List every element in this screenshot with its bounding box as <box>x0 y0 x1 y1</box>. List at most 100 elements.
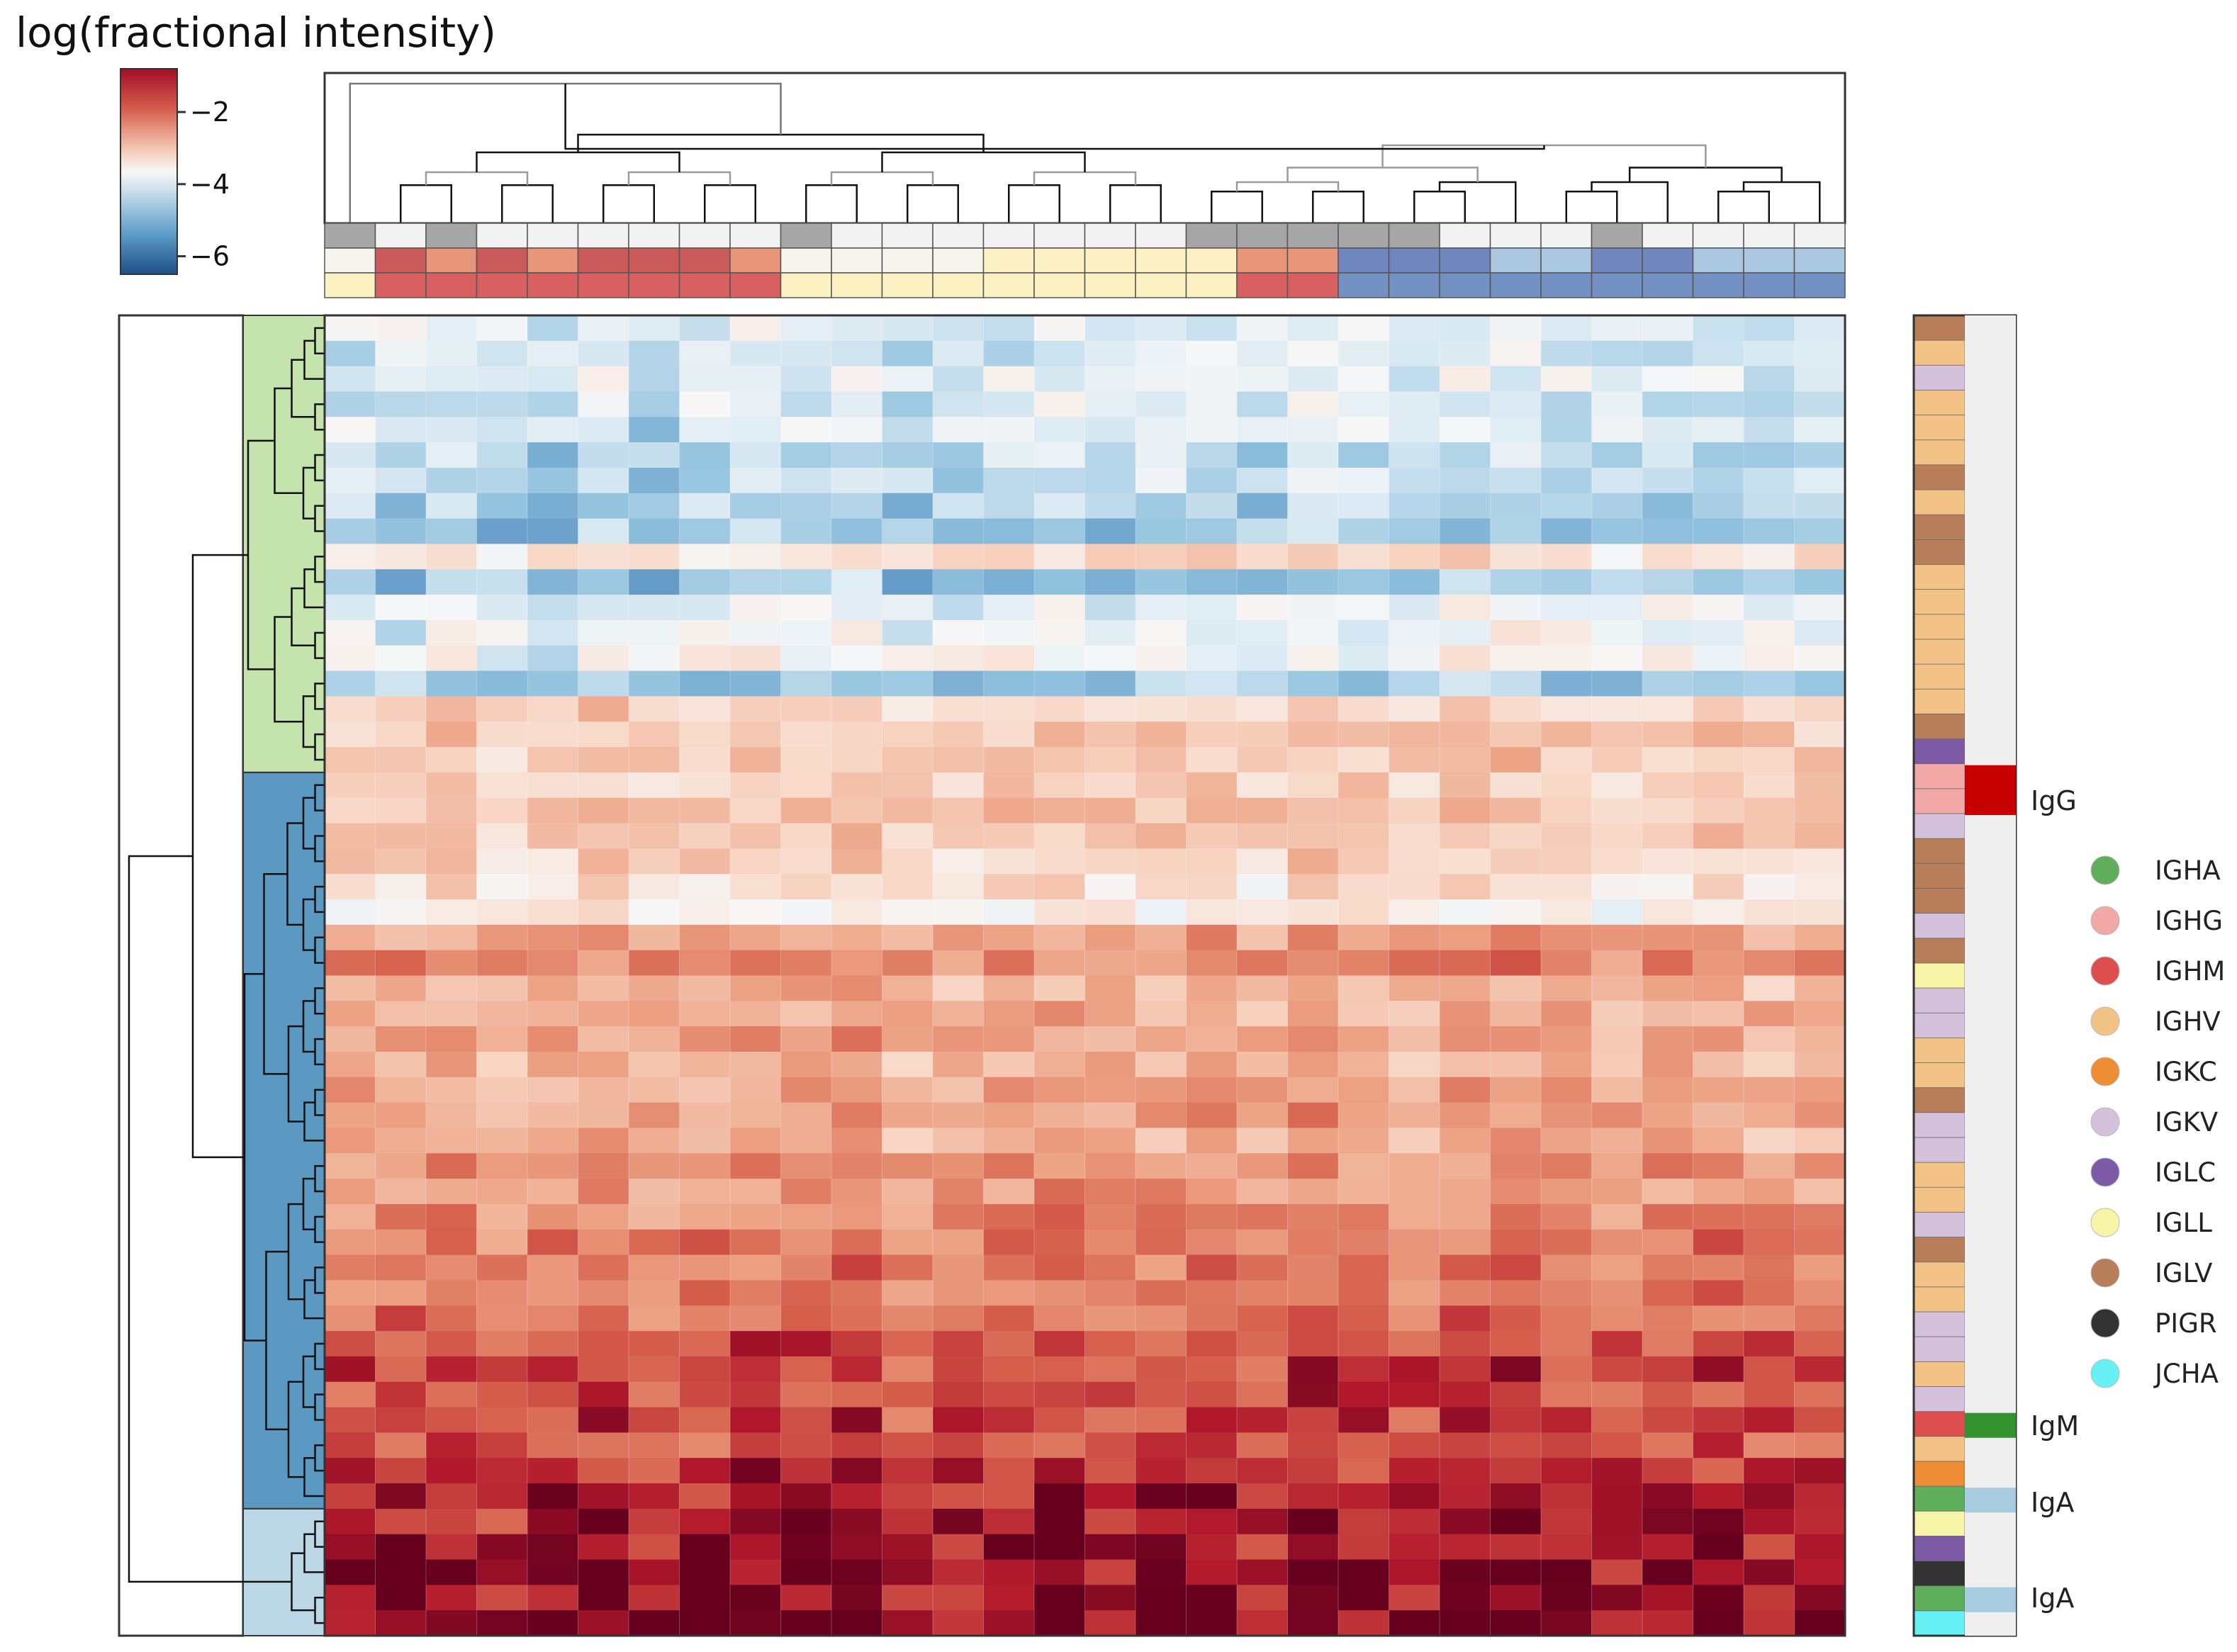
heatmap-cell <box>983 975 1035 1001</box>
column-annotation-cell <box>1286 247 1339 274</box>
heatmap-cell <box>882 848 934 875</box>
heatmap-cell <box>1642 1508 1694 1535</box>
heatmap-cell <box>780 1331 832 1357</box>
heatmap-cell <box>1136 924 1187 951</box>
heatmap-cell <box>1389 1229 1440 1256</box>
column-annotation-cell <box>1439 223 1491 249</box>
heatmap-cell <box>730 544 782 570</box>
heatmap-cell <box>1794 1483 1846 1510</box>
heatmap-cell <box>1794 1051 1846 1078</box>
heatmap-cell <box>1136 442 1187 468</box>
heatmap-cell <box>325 1381 376 1408</box>
heatmap-cell <box>1541 899 1593 926</box>
heatmap-cell <box>933 848 985 875</box>
heatmap-cell <box>1084 1458 1136 1484</box>
heatmap-cell <box>578 899 629 926</box>
heatmap-cell <box>1591 1432 1643 1459</box>
heatmap-cell <box>1136 874 1187 900</box>
heatmap-cell <box>578 569 629 595</box>
heatmap-cell <box>629 1458 680 1484</box>
heatmap-cell <box>1794 975 1846 1001</box>
heatmap-cell <box>527 442 579 468</box>
heatmap-cell <box>1034 493 1086 519</box>
heatmap-cell <box>1136 518 1187 545</box>
gene-annotation-cell <box>1913 714 1966 740</box>
heatmap-cell <box>679 366 731 393</box>
heatmap-cell <box>578 1179 629 1205</box>
dendrogram-link <box>400 184 452 223</box>
heatmap-cell <box>1186 1203 1238 1230</box>
heatmap-cell <box>1186 1254 1238 1281</box>
heatmap-cell <box>780 1051 832 1078</box>
column-annotation-cell <box>932 272 985 298</box>
column-annotation-cell <box>1642 272 1694 298</box>
heatmap-cell <box>831 1305 883 1332</box>
heatmap-cell <box>476 1585 528 1611</box>
heatmap-cell <box>1541 772 1593 799</box>
heatmap-cell <box>1490 747 1542 773</box>
heatmap-cell <box>933 924 985 951</box>
heatmap-cell <box>629 1026 680 1052</box>
heatmap-cell <box>882 975 934 1001</box>
heatmap-cell <box>1794 874 1846 900</box>
heatmap-cell <box>1389 670 1440 697</box>
heatmap-cell <box>1136 950 1187 977</box>
heatmap-cell <box>831 1432 883 1459</box>
heatmap-cell <box>1338 1128 1390 1154</box>
heatmap-cell <box>1541 366 1593 393</box>
heatmap-cell <box>1642 1051 1694 1078</box>
heatmap-cell <box>629 340 680 367</box>
heatmap-cell <box>1186 1153 1238 1179</box>
heatmap-cell <box>375 975 427 1001</box>
heatmap-cell <box>780 493 832 519</box>
column-annotation-cell <box>1338 247 1390 274</box>
heatmap-cell <box>882 518 934 545</box>
heatmap-cell <box>1338 1432 1390 1459</box>
heatmap-cell <box>1693 1585 1744 1611</box>
heatmap-cell <box>1136 1280 1187 1306</box>
gene-annotation-cell <box>1913 1336 1966 1363</box>
heatmap-cell <box>527 1001 579 1027</box>
heatmap-cell <box>831 1026 883 1052</box>
heatmap-cell <box>1034 645 1086 672</box>
heatmap-cell <box>679 1280 731 1306</box>
heatmap-cell <box>933 899 985 926</box>
heatmap-cell <box>1084 950 1136 977</box>
heatmap-cell <box>375 340 427 367</box>
heatmap-cell <box>1389 645 1440 672</box>
heatmap-cell <box>882 924 934 951</box>
heatmap-cell <box>730 924 782 951</box>
heatmap-cell <box>426 1254 478 1281</box>
heatmap-cell <box>1744 366 1795 393</box>
heatmap-cell <box>780 315 832 342</box>
heatmap-cell <box>1541 442 1593 468</box>
heatmap-cell <box>1237 950 1289 977</box>
column-annotation-cell <box>1286 272 1339 298</box>
heatmap-cell <box>1034 467 1086 494</box>
heatmap-cell <box>1186 924 1238 951</box>
heatmap-cell <box>679 544 731 570</box>
heatmap-cell <box>1084 772 1136 799</box>
heatmap-cell <box>629 1559 680 1585</box>
heatmap-cell <box>578 1610 629 1636</box>
heatmap-cell <box>578 1305 629 1332</box>
dendrogram-link <box>1312 191 1364 223</box>
heatmap-cell <box>426 1128 478 1154</box>
heatmap-cell <box>375 772 427 799</box>
heatmap-cell <box>1693 1381 1744 1408</box>
heatmap-cell <box>1084 1381 1136 1408</box>
heatmap-cell <box>527 823 579 849</box>
heatmap-cell <box>1744 1508 1795 1535</box>
column-annotation-cell <box>1033 247 1086 274</box>
heatmap-cell <box>476 1508 528 1535</box>
heatmap-cell <box>1490 1280 1542 1306</box>
heatmap-cell <box>1034 747 1086 773</box>
heatmap-cell <box>1591 1254 1643 1281</box>
heatmap-cell <box>1541 1179 1593 1205</box>
heatmap-cell <box>527 848 579 875</box>
heatmap-cell <box>1794 899 1846 926</box>
heatmap-cell <box>1034 315 1086 342</box>
isotype-label-iga-2: IgA <box>2031 1583 2074 1614</box>
heatmap-cell <box>1693 1153 1744 1179</box>
column-annotation-cell <box>1338 272 1390 298</box>
